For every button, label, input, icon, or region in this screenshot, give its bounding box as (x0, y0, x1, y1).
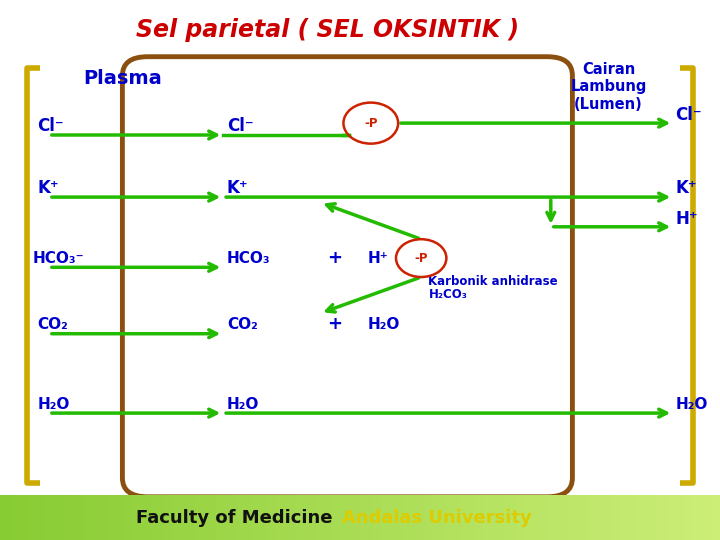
Text: H₂O: H₂O (675, 397, 708, 412)
Text: H₂O: H₂O (227, 397, 259, 412)
Text: +: + (328, 315, 342, 333)
Text: K⁺: K⁺ (675, 179, 697, 197)
Text: Karbonik anhidrase: Karbonik anhidrase (428, 275, 558, 288)
Text: Cl⁻: Cl⁻ (37, 117, 64, 134)
Text: Cl⁻: Cl⁻ (675, 106, 702, 124)
Text: -P: -P (415, 252, 428, 265)
Text: H⁺: H⁺ (675, 210, 698, 228)
Text: K⁺: K⁺ (37, 179, 59, 197)
Text: Cairan
Lambung
(Lumen): Cairan Lambung (Lumen) (570, 62, 647, 112)
Text: HCO₃: HCO₃ (227, 251, 271, 266)
Text: +: + (328, 249, 342, 267)
Text: Andalas University: Andalas University (342, 509, 532, 527)
Text: Faculty of Medicine: Faculty of Medicine (136, 509, 333, 527)
Text: Cl⁻: Cl⁻ (227, 117, 253, 134)
Text: H₂O: H₂O (367, 318, 400, 333)
Text: H₂CO₃: H₂CO₃ (428, 288, 467, 301)
Text: Plasma: Plasma (83, 69, 161, 88)
Text: K⁺: K⁺ (227, 179, 248, 197)
Text: H⁺: H⁺ (367, 251, 388, 266)
Text: CO₂: CO₂ (37, 318, 68, 333)
Text: CO₂: CO₂ (227, 318, 258, 333)
Text: H₂O: H₂O (37, 397, 70, 412)
Text: -P: -P (364, 117, 377, 130)
Text: Sel parietal ( SEL OKSINTIK ): Sel parietal ( SEL OKSINTIK ) (136, 18, 519, 42)
Text: HCO₃⁻: HCO₃⁻ (32, 251, 84, 266)
